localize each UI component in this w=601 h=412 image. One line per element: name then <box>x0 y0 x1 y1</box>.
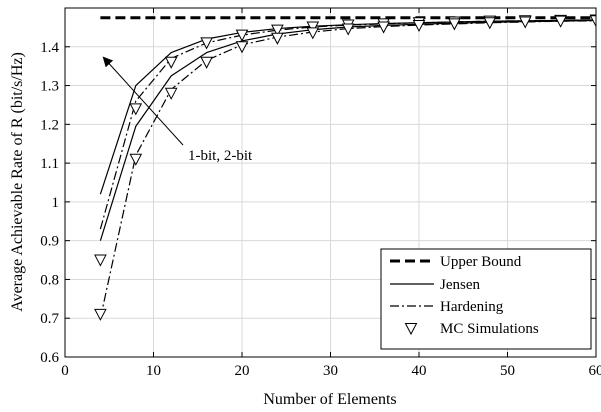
point-mc-simulations-1-bit <box>200 56 213 69</box>
tick-labels: 0 10 20 30 40 50 60 0.6 0.7 0.8 0.9 1 1.1 1.2 1.3 1.4 <box>40 40 601 379</box>
point-mc-simulations-1-bit <box>518 16 532 29</box>
point-mc-simulations-1-bit <box>377 21 390 34</box>
point-mc-simulations-1-bit <box>341 23 355 36</box>
line-jensen-2-bit <box>99 19 596 195</box>
point-mc-simulations-1-bit <box>483 17 497 30</box>
y-tick-label: 0.9 <box>40 234 59 250</box>
annotation: 1-bit, 2-bit <box>102 56 253 164</box>
point-mc-simulations-1-bit <box>554 15 567 28</box>
y-tick-label: 0.8 <box>40 272 59 288</box>
grid <box>65 8 596 357</box>
point-mc-simulations-1-bit <box>412 19 426 33</box>
point-mc-simulations-1-bit <box>271 32 284 45</box>
series-layer <box>94 14 596 321</box>
x-tick-label: 30 <box>323 363 338 379</box>
legend-box <box>380 248 592 350</box>
legend-label-hardening: Hardening <box>440 299 504 315</box>
point-mc-simulations-2-bit <box>235 29 249 42</box>
y-tick-label: 0.6 <box>40 350 59 366</box>
point-mc-simulations-1-bit <box>448 18 461 31</box>
ticks <box>64 8 597 358</box>
x-tick-label: 10 <box>146 363 161 379</box>
point-mc-simulations-2-bit <box>94 254 107 267</box>
legend-label-upper-bound: Upper Bound <box>440 254 522 270</box>
point-mc-simulations-1-bit <box>235 41 249 54</box>
x-tick-label: 60 <box>589 363 601 379</box>
point-mc-simulations-2-bit <box>129 103 143 116</box>
y-tick-label: 1.2 <box>40 117 59 133</box>
x-axis-title: Number of Elements <box>263 391 396 408</box>
point-mc-simulations-2-bit <box>306 21 320 34</box>
annotation-label: 1-bit, 2-bit <box>188 148 253 164</box>
point-mc-simulations-2-bit <box>271 24 284 37</box>
x-tick-label: 20 <box>235 363 250 379</box>
line-jensen-1-bit <box>99 19 596 241</box>
y-tick-label: 1.4 <box>40 40 59 56</box>
y-axis-title: Average Achievable Rate of R (bit/s/Hz) <box>9 52 26 312</box>
legend-label-mc-simulations: MC Simulations <box>440 321 539 337</box>
x-tick-label: 50 <box>500 363 515 379</box>
y-tick-label: 0.7 <box>40 311 59 327</box>
point-mc-simulations-1-bit <box>164 87 178 100</box>
point-mc-simulations-1-bit <box>306 27 320 40</box>
point-mc-simulations-1-bit <box>129 153 143 166</box>
y-tick-label: 1.3 <box>40 79 59 95</box>
annotation-arrow <box>102 56 184 146</box>
point-mc-simulations-1-bit <box>94 308 107 321</box>
legend-label-jensen: Jensen <box>440 277 480 293</box>
point-mc-simulations-1-bit <box>589 15 596 28</box>
legend: Upper Bound Jensen Hardening MC Simulati… <box>380 248 592 350</box>
y-tick-label: 1 <box>52 195 60 211</box>
x-tick-label: 40 <box>412 363 427 379</box>
x-tick-label: 0 <box>61 363 69 379</box>
legend-swatch-mc-simulations <box>404 323 418 336</box>
point-mc-simulations-2-bit <box>200 37 213 50</box>
point-mc-simulations-2-bit <box>164 56 178 69</box>
y-tick-label: 1.1 <box>40 156 59 172</box>
